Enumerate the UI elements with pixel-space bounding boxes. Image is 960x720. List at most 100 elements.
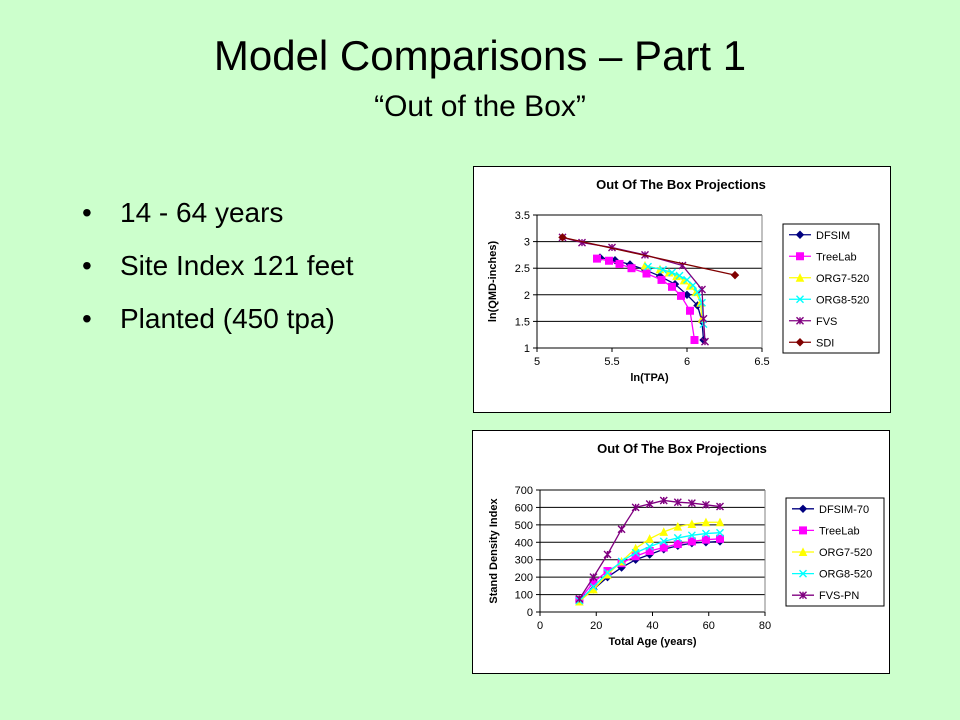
legend-marker <box>799 591 807 600</box>
y-tick-label: 1.5 <box>515 316 530 328</box>
legend-label: DFSIM-70 <box>819 504 869 516</box>
data-point <box>659 527 669 536</box>
legend-marker <box>796 252 804 261</box>
chart-top-frame: Out Of The Box Projections 1 1.5 2 2.5 3 3.5 5 5… <box>473 166 891 413</box>
data-point <box>693 288 702 297</box>
legend-label: ORG7-520 <box>816 273 869 285</box>
data-point <box>701 517 711 527</box>
data-point <box>701 535 710 544</box>
data-point <box>659 496 668 505</box>
chart-top: Out Of The Box Projections 1 1.5 2 2.5 3 3.5 5 5… <box>487 177 880 384</box>
legend-label: DFSIM <box>816 230 850 242</box>
data-point <box>657 275 666 284</box>
x-axis-label: ln(TPA) <box>630 372 669 384</box>
data-point <box>730 270 740 280</box>
x-tick-label: 0 <box>537 620 543 632</box>
legend-marker <box>795 338 805 347</box>
legend-label: SDI <box>816 337 834 349</box>
legend-label: ORG7-520 <box>819 547 872 559</box>
data-point <box>659 265 667 274</box>
slide-title: Model Comparisons – Part 1 <box>213 32 747 79</box>
y-tick-label: 2 <box>524 290 530 302</box>
x-tick-label: 40 <box>646 620 658 632</box>
data-point <box>659 537 668 546</box>
x-tick-label: 6 <box>684 356 690 368</box>
data-point <box>673 540 682 549</box>
data-point <box>677 291 685 300</box>
data-point <box>673 533 682 542</box>
slide-subtitle: “Out of the Box” <box>374 90 586 123</box>
data-point <box>645 542 654 551</box>
legend-marker <box>796 295 804 304</box>
data-point <box>687 531 696 540</box>
y-tick-label: 600 <box>515 502 533 514</box>
y-tick-label: 0 <box>527 607 533 619</box>
legend-marker <box>795 230 805 239</box>
x-tick-label: 60 <box>703 620 715 632</box>
legend-label: TreeLab <box>816 251 857 263</box>
data-point <box>687 519 697 528</box>
x-tick-label: 5 <box>534 356 540 368</box>
data-point <box>627 264 636 273</box>
chart-bottom: Out Of The Box Projections01002003004005… <box>488 441 885 648</box>
data-point <box>686 306 694 315</box>
data-point <box>645 499 654 508</box>
bullet-item: Site Index 121 feet <box>82 239 354 292</box>
data-point <box>698 285 706 294</box>
data-point <box>642 269 651 278</box>
y-tick-label: 2.5 <box>515 263 530 275</box>
x-tick-label: 80 <box>759 620 771 632</box>
data-point <box>701 500 710 509</box>
x-axis-label: Total Age (years) <box>608 636 696 648</box>
bullet-item: Planted (450 tpa) <box>82 292 354 345</box>
legend-marker <box>798 504 808 514</box>
data-point <box>608 243 616 252</box>
y-tick-label: 100 <box>515 590 533 602</box>
legend-label: ORG8-520 <box>816 294 869 306</box>
legend-marker <box>795 273 805 282</box>
data-point <box>603 550 612 559</box>
data-point <box>659 543 668 552</box>
x-tick-label: 20 <box>590 620 602 632</box>
x-tick-label: 5.5 <box>604 356 619 368</box>
data-point <box>716 502 724 511</box>
y-tick-label: 3 <box>524 237 530 249</box>
y-tick-label: 1 <box>524 343 530 355</box>
chart-title: Out Of The Box Projections <box>596 177 766 192</box>
series-line <box>596 257 696 341</box>
data-point <box>617 525 626 534</box>
legend-label: ORG8-520 <box>819 569 872 581</box>
y-axis-label: ln(QMD-inches) <box>487 241 499 323</box>
chart-title: Out Of The Box Projections <box>597 441 767 456</box>
legend-marker <box>796 316 804 325</box>
data-point <box>668 282 676 291</box>
data-point <box>716 528 724 537</box>
data-point <box>589 582 598 591</box>
legend-label: FVS-PN <box>819 590 859 602</box>
data-point <box>617 557 626 566</box>
y-tick-label: 300 <box>515 555 533 567</box>
y-tick-label: 700 <box>515 485 533 497</box>
data-point <box>593 254 601 263</box>
series-line <box>562 236 736 276</box>
legend-marker <box>799 569 807 578</box>
data-point <box>603 568 612 577</box>
data-point <box>701 529 710 538</box>
data-point <box>575 594 584 603</box>
data-point <box>699 314 708 323</box>
data-point <box>558 233 567 242</box>
series-line <box>562 236 706 342</box>
legend-box <box>782 223 880 354</box>
data-point <box>668 268 676 277</box>
data-point <box>687 537 696 546</box>
data-point <box>687 499 696 508</box>
data-point <box>690 336 699 345</box>
y-tick-label: 500 <box>515 520 533 532</box>
data-point <box>673 498 682 507</box>
y-tick-label: 3.5 <box>515 210 530 222</box>
data-point <box>615 259 624 268</box>
data-point <box>605 256 613 265</box>
data-point <box>716 534 724 543</box>
data-point <box>673 521 683 531</box>
bullet-list: 14 - 64 years Site Index 121 feet Plante… <box>82 186 354 345</box>
